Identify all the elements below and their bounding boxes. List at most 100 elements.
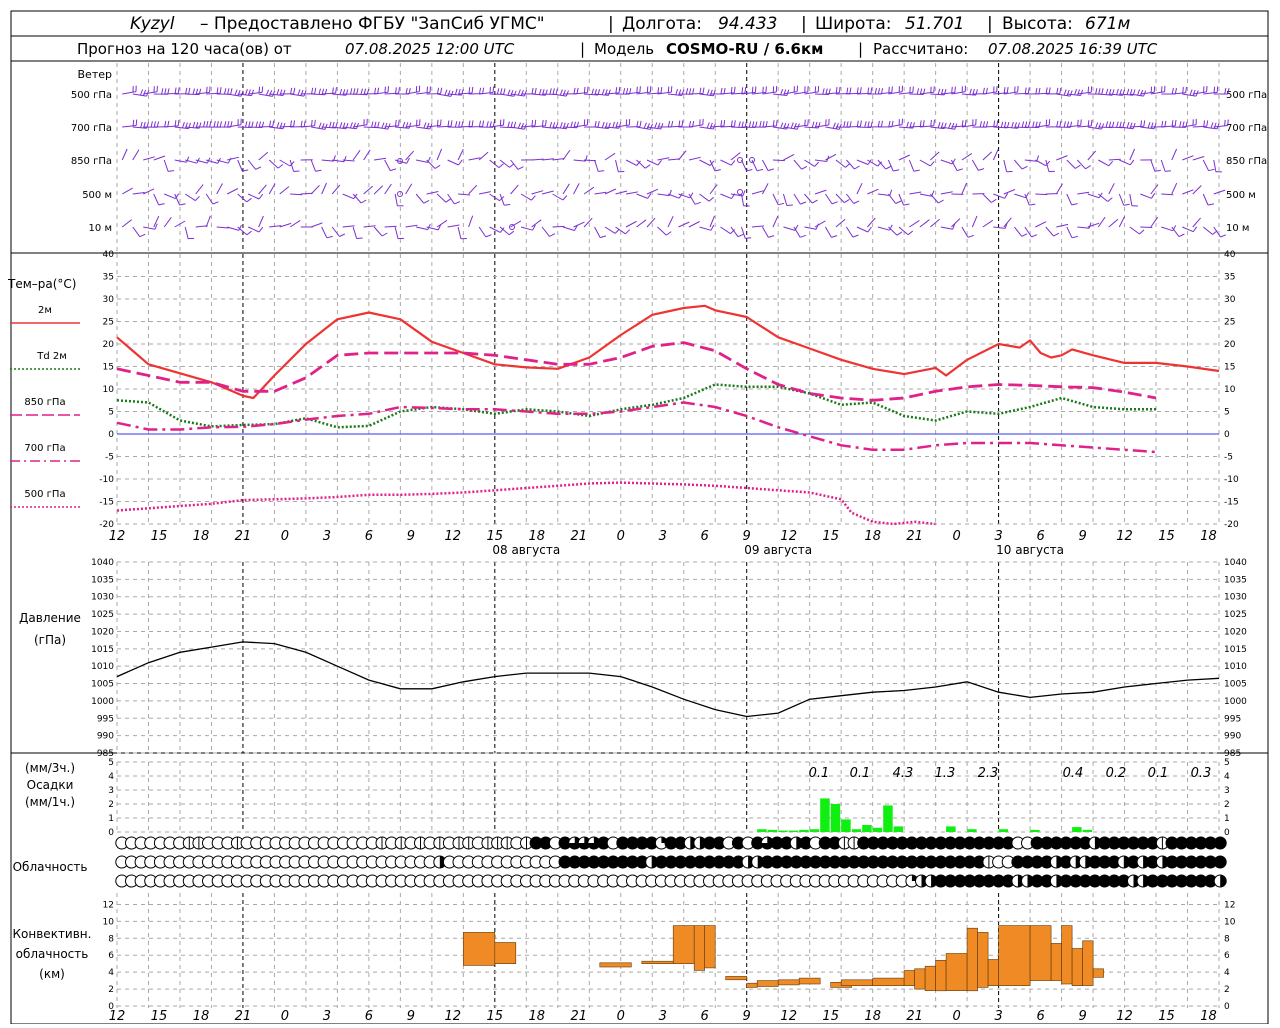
wind-level-label-right: 10 м	[1226, 223, 1249, 234]
wind-barb	[616, 160, 619, 172]
wind-barb-feather	[542, 120, 543, 126]
provider-text: – Предоставлено ФГБУ "ЗапСиб УГМС"	[200, 14, 545, 34]
wind-barb-feather	[747, 170, 753, 171]
wind-barb-feather	[210, 121, 211, 127]
wind-barb	[1067, 227, 1072, 238]
conv-bar	[925, 966, 936, 991]
temp-tick-left: 10	[103, 385, 115, 395]
wind-barb	[689, 194, 695, 204]
wind-barb-feather	[602, 89, 604, 95]
conv-bar	[978, 932, 989, 987]
wind-barb	[972, 160, 978, 170]
wind-barb-feather	[1046, 88, 1047, 94]
wind-barb-feather	[1091, 86, 1092, 92]
wind-barb-feather	[647, 87, 648, 93]
wind-barb-feather	[742, 87, 743, 93]
hour-label-bottom: 9	[1078, 1009, 1086, 1024]
hour-label-bottom: 9	[743, 1009, 751, 1024]
wind-barb-feather	[487, 121, 488, 127]
wind-barb-feather	[731, 121, 732, 127]
wind-barb	[1151, 217, 1158, 227]
wind-barb-feather	[183, 122, 185, 128]
wind-barb-feather	[238, 90, 240, 96]
wind-barb	[972, 216, 977, 227]
wind-barb-feather	[270, 121, 271, 127]
pressure-title: Давление	[19, 611, 81, 625]
wind-barb-feather	[1217, 86, 1218, 92]
hour-label: 6	[365, 529, 373, 544]
pressure-tick-right: 1035	[1224, 575, 1247, 585]
legend-label: Td 2м	[36, 351, 67, 362]
pressure-line	[117, 642, 1219, 717]
wind-barb	[248, 227, 259, 232]
hour-label-bottom: 18	[1200, 1009, 1217, 1024]
svg-text:|: |	[987, 14, 993, 34]
temp-tick-right: 30	[1224, 295, 1236, 305]
temp-title: Тем–ра(°C)	[7, 277, 76, 291]
wind-barb-feather	[1102, 88, 1103, 94]
wind-barb-feather	[647, 123, 649, 129]
wind-barb-feather	[1186, 87, 1187, 93]
wind-barb-feather	[1180, 121, 1181, 127]
wind-barb-feather	[917, 88, 918, 94]
precip-tick-right: 1	[1224, 814, 1230, 824]
wind-barb	[416, 227, 428, 230]
wind-barb	[490, 160, 499, 168]
hour-label: 15	[822, 529, 839, 544]
wind-barb-feather	[878, 121, 879, 127]
wind-barb-feather	[920, 120, 921, 126]
pressure-tick-right: 1000	[1224, 697, 1247, 707]
wind-barb-feather	[755, 86, 756, 92]
conv-tick-left: 2	[108, 985, 114, 995]
wind-barb-feather	[868, 227, 872, 232]
wind-level-label-left: 700 гПа	[71, 123, 112, 134]
precip-total: 0.2	[1106, 766, 1127, 781]
wind-barb-feather	[532, 88, 533, 94]
wind-barb	[563, 227, 574, 231]
wind-barb	[175, 160, 187, 162]
wind-barb-feather	[991, 199, 996, 202]
wind-barb	[238, 227, 247, 235]
precip-tick-right: 3	[1224, 786, 1230, 796]
wind-barb-feather	[1088, 120, 1089, 126]
precip-units-3h: (мм/3ч.)	[25, 761, 75, 775]
wind-barb	[941, 192, 953, 194]
precip-total: 4.3	[893, 766, 914, 781]
wind-barb-feather	[907, 122, 909, 128]
wind-barb	[1193, 157, 1204, 161]
wind-barb-feather	[1049, 119, 1050, 125]
wind-barb-feather	[595, 121, 596, 127]
wind-barb-feather	[189, 88, 190, 94]
conv-bar	[799, 978, 820, 984]
wind-barb-feather	[983, 121, 984, 127]
wind-barb-feather	[739, 122, 741, 128]
wind-barb	[647, 218, 655, 227]
wind-barb-feather	[315, 120, 316, 126]
wind-barb	[1119, 216, 1124, 227]
wind-barb	[1004, 218, 1012, 227]
precip-tick-left: 5	[108, 758, 114, 768]
wind-barb-feather	[1228, 120, 1229, 126]
wind-barb	[773, 194, 778, 205]
wind-barb	[469, 158, 481, 160]
wind-barb	[395, 227, 398, 239]
precip-bar	[831, 804, 841, 832]
cloud-title: Облачность	[13, 860, 88, 874]
wind-barb	[1109, 219, 1118, 227]
conv-bar	[694, 926, 705, 971]
pressure-tick-right: 1005	[1224, 680, 1247, 690]
wind-barb	[133, 193, 145, 195]
wind-barb-feather	[560, 90, 562, 96]
pressure-tick-left: 1030	[91, 593, 114, 603]
conv-bar	[946, 954, 967, 991]
precip-total: 2.3	[978, 766, 999, 781]
wind-barb-feather	[504, 89, 505, 95]
wind-barb	[752, 191, 764, 194]
wind-barb	[699, 160, 710, 166]
wind-barb	[280, 187, 289, 195]
wind-barb	[227, 227, 239, 230]
temp-tick-left: 0	[108, 430, 114, 440]
